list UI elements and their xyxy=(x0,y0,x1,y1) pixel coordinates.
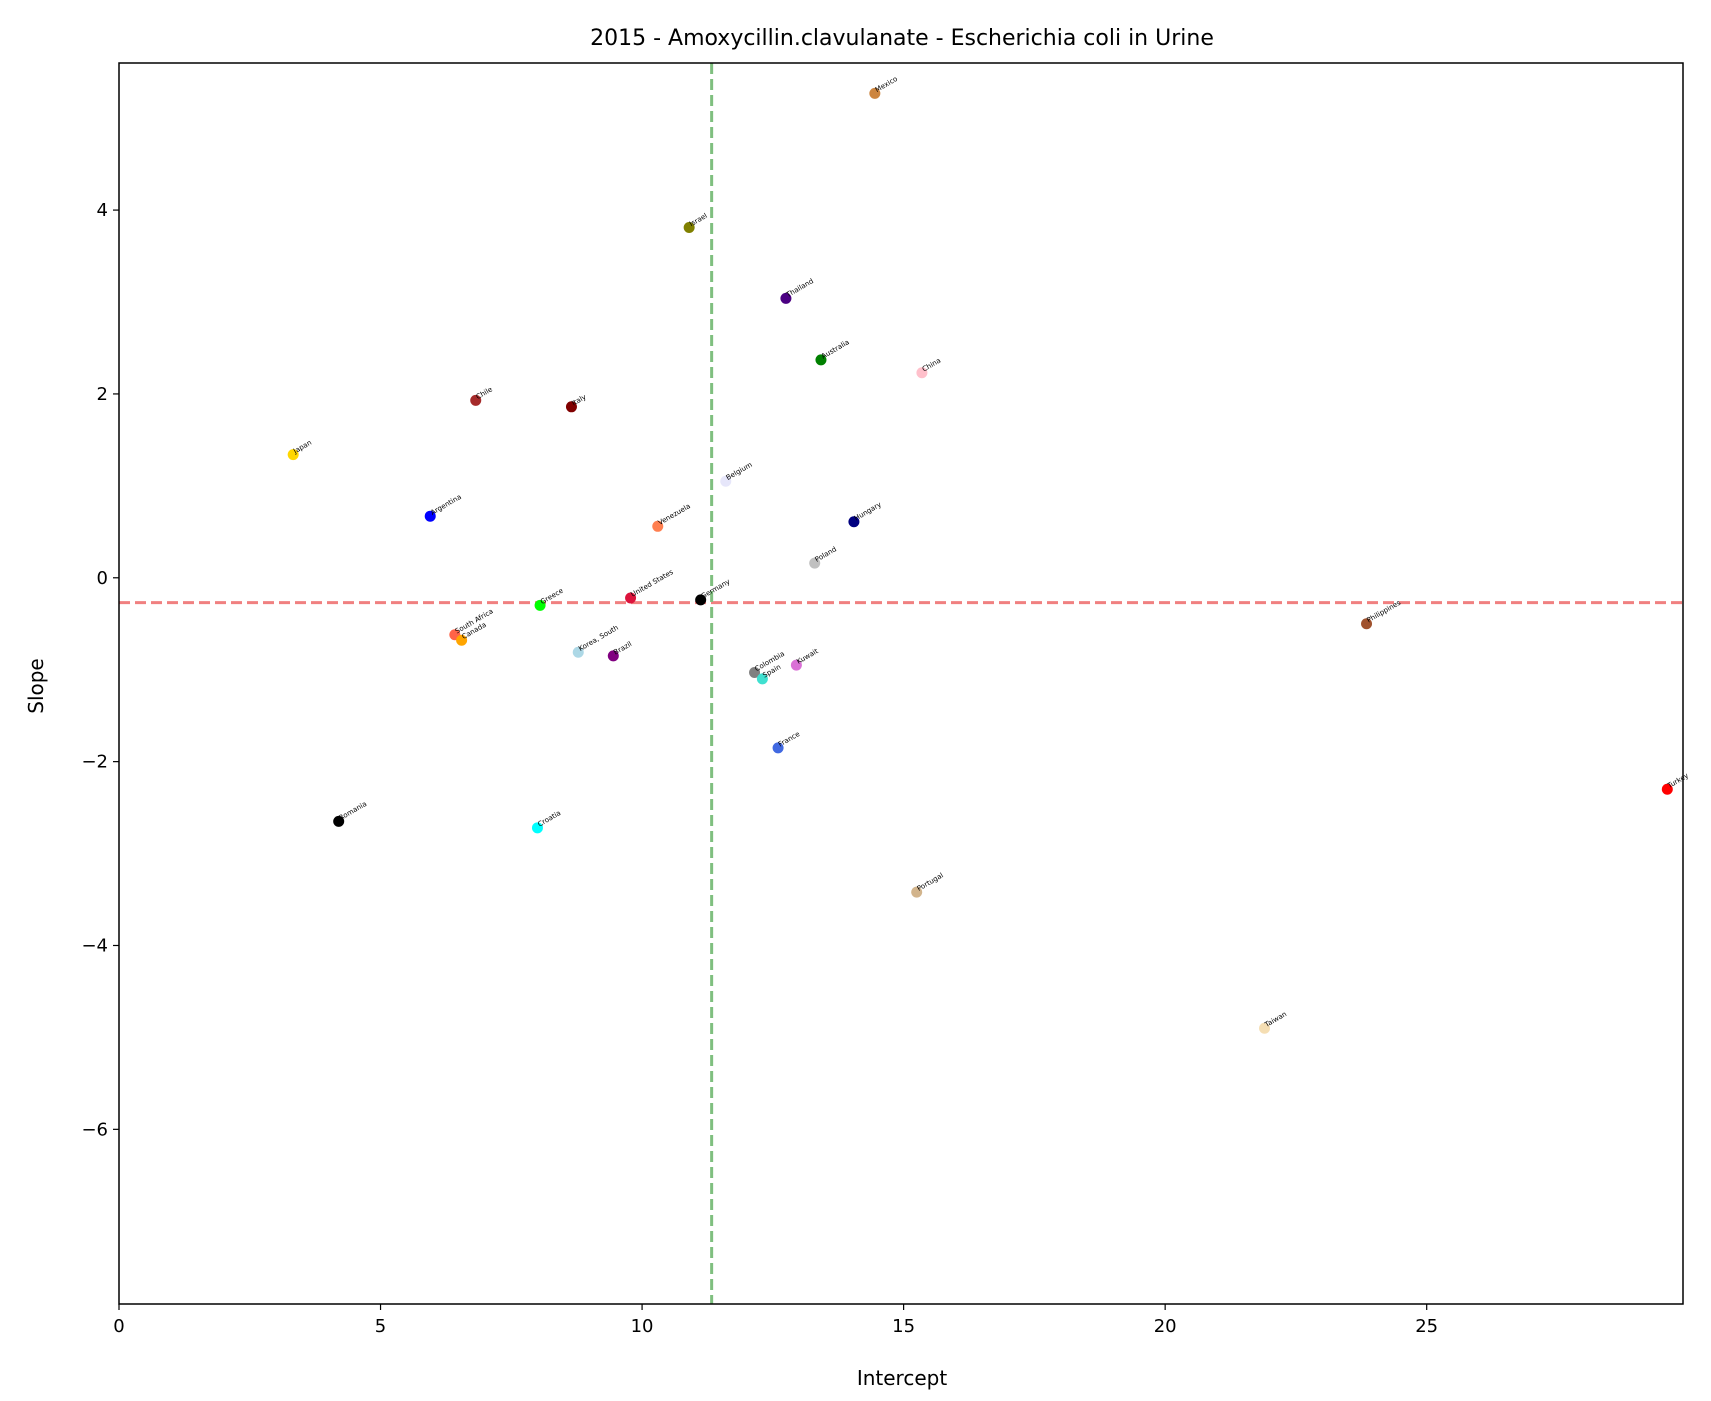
point-israel xyxy=(683,222,695,234)
point-greece xyxy=(534,599,546,611)
point-china xyxy=(916,367,928,379)
point-spain xyxy=(756,673,768,685)
point-romania xyxy=(333,815,345,827)
x-tick-label: 20 xyxy=(1154,1316,1177,1337)
x-axis-label: Intercept xyxy=(857,1366,948,1390)
point-taiwan xyxy=(1259,1022,1271,1034)
point-chile xyxy=(470,394,482,406)
y-tick-label: 4 xyxy=(97,200,108,221)
point-germany xyxy=(695,594,707,606)
y-tick-label: −6 xyxy=(81,1119,108,1140)
x-tick-label: 15 xyxy=(892,1316,915,1337)
point-mexico xyxy=(869,87,881,99)
chart-title: 2015 - Amoxycillin.clavulanate - Escheri… xyxy=(590,26,1214,51)
x-tick-label: 0 xyxy=(113,1316,124,1337)
y-tick-label: −4 xyxy=(81,935,108,956)
point-portugal xyxy=(911,886,923,898)
point-croatia xyxy=(531,822,543,834)
point-brazil xyxy=(607,650,619,662)
point-belgium xyxy=(720,475,732,487)
point-canada xyxy=(456,634,468,646)
x-tick-label: 10 xyxy=(631,1316,654,1337)
point-united-states xyxy=(625,592,637,604)
y-axis-label: Slope xyxy=(24,658,48,714)
point-japan xyxy=(287,449,299,461)
point-france xyxy=(772,742,784,754)
point-turkey xyxy=(1661,783,1673,795)
point-philippines xyxy=(1361,618,1373,630)
y-tick-label: 0 xyxy=(97,568,108,589)
point-kuwait xyxy=(790,659,802,671)
point-australia xyxy=(815,354,827,366)
point-korea-south xyxy=(572,646,584,658)
y-tick-label: −2 xyxy=(81,752,108,773)
point-venezuela xyxy=(652,520,664,532)
point-thailand xyxy=(780,292,792,304)
y-tick-label: 2 xyxy=(97,384,108,405)
x-tick-label: 25 xyxy=(1415,1316,1438,1337)
point-hungary xyxy=(848,516,860,528)
point-italy xyxy=(565,401,577,413)
x-tick-label: 5 xyxy=(375,1316,386,1337)
point-poland xyxy=(809,557,821,569)
plot-frame xyxy=(118,62,1684,1305)
point-argentina xyxy=(424,510,436,522)
point-colombia xyxy=(749,666,761,678)
